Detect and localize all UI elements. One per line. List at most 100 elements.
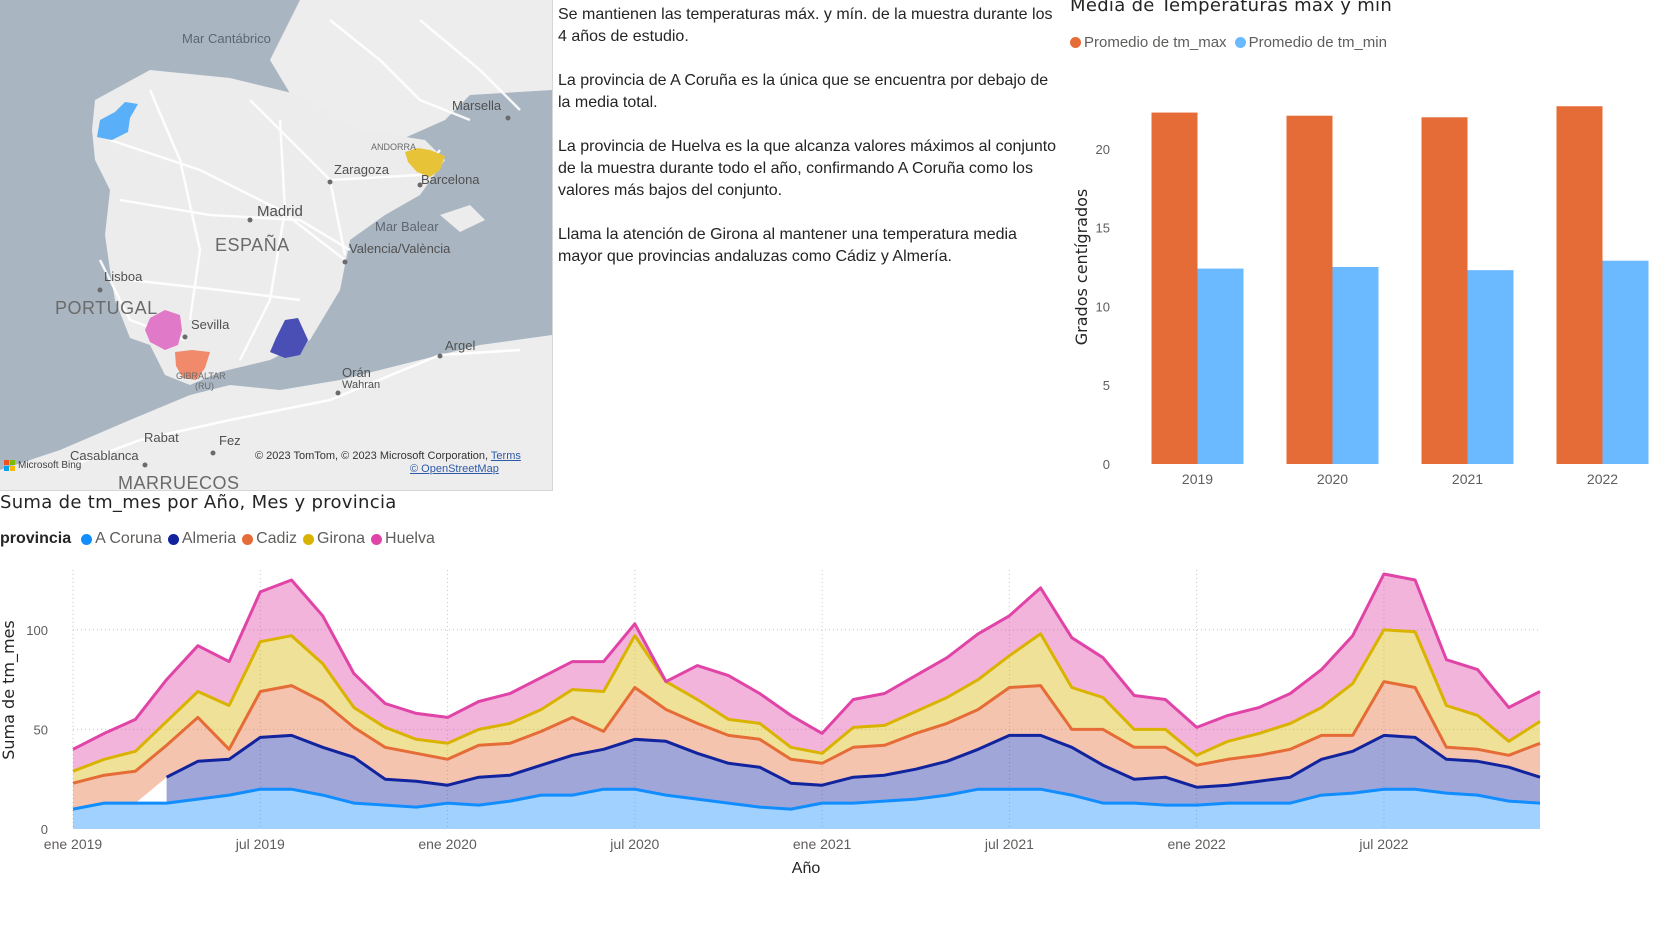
bar-promedio-de-tm_min-2022[interactable] <box>1602 260 1649 464</box>
area-chart-title: Suma de tm_mes por Año, Mes y provincia <box>0 492 397 513</box>
bar-promedio-de-tm_min-2021[interactable] <box>1467 270 1514 464</box>
legend-dot <box>167 533 179 545</box>
legend-dot <box>1070 37 1081 48</box>
legend-label: Huelva <box>385 530 435 547</box>
legend-item-a-coruna[interactable]: A Coruna <box>81 530 162 548</box>
map-label-madrid: Madrid <box>257 203 303 220</box>
map-label-gibraltar-ru: (RU) <box>195 381 214 391</box>
map-attribution: © 2023 TomTom, © 2023 Microsoft Corporat… <box>255 450 521 462</box>
map-label-sevilla: Sevilla <box>191 317 230 332</box>
bar-promedio-de-tm_min-2020[interactable] <box>1332 267 1379 464</box>
area-line-almeria[interactable] <box>165 733 1541 789</box>
legend-dot <box>1234 37 1246 48</box>
map-label-marsella: Marsella <box>452 98 502 113</box>
map-label-oran: Orán <box>342 365 371 380</box>
province-a-coruna <box>97 102 138 140</box>
narrative-textbox: Se mantienen las temperaturas máx. y mín… <box>558 4 1058 290</box>
map-label-zaragoza: Zaragoza <box>334 162 389 177</box>
y-axis-title: Grados centígrados <box>1072 189 1091 345</box>
map-label-rabat: Rabat <box>144 430 179 445</box>
y-tick-label: 100 <box>26 623 48 638</box>
bar-chart-legend: Promedio de tm_max Promedio de tm_min <box>1070 34 1387 51</box>
legend-label: A Coruna <box>95 530 162 547</box>
bing-logo: Microsoft Bing <box>4 460 81 471</box>
legend-item-tm-min[interactable]: Promedio de tm_min <box>1234 34 1387 51</box>
map-label-mar-cantabrico: Mar Cantábrico <box>182 31 271 46</box>
x-tick-label: ene 2022 <box>1167 836 1226 852</box>
map-osm-link[interactable]: © OpenStreetMap <box>410 463 499 475</box>
narrative-paragraph: Llama la atención de Girona al mantener … <box>558 226 1017 265</box>
legend-item-tm-max[interactable]: Promedio de tm_max <box>1070 34 1227 51</box>
province-huelva <box>145 310 182 350</box>
map-label-valencia: Valencia/València <box>349 241 451 256</box>
map-label-mar-balear: Mar Balear <box>375 219 439 234</box>
y-tick-label: 15 <box>1096 221 1110 236</box>
bar-promedio-de-tm_max-2020[interactable] <box>1286 115 1333 465</box>
province-almeria <box>270 318 308 358</box>
area-line-huelva[interactable] <box>72 572 1541 751</box>
y-tick-label: 50 <box>34 722 48 737</box>
area-line-girona[interactable] <box>72 628 1541 773</box>
bing-logo-text: Microsoft Bing <box>18 460 82 471</box>
x-tick-label: jul 2022 <box>1358 836 1408 852</box>
area-chart[interactable]: 0 50 100 ene 2019 jul 2019 ene 2020 jul 2020 en… <box>0 560 1560 936</box>
area-fill-huelva[interactable] <box>73 574 1540 772</box>
area-fill-a-coruna[interactable] <box>73 789 1540 829</box>
map-label-espana: ESPAÑA <box>215 235 290 255</box>
map-attribution-text: © 2023 TomTom, © 2023 Microsoft Corporat… <box>255 450 489 462</box>
legend-dot <box>371 533 383 545</box>
x-axis-title: Año <box>792 860 821 877</box>
legend-title: provincia <box>0 530 72 547</box>
y-tick-label: 5 <box>1103 378 1110 393</box>
legend-item-girona[interactable]: Girona <box>303 530 365 548</box>
map-label-barcelona: Barcelona <box>421 172 480 187</box>
area-fill-almeria[interactable] <box>166 735 1541 810</box>
map-visual[interactable]: Mar Cantábrico Marsella ANDORRA Zaragoza… <box>0 0 553 491</box>
bar-promedio-de-tm_max-2022[interactable] <box>1556 106 1603 465</box>
land-balearics <box>440 205 485 232</box>
map-label-argel: Argel <box>445 338 476 353</box>
area-chart-legend: provincia A Coruna Almeria Cadiz Girona … <box>0 530 435 548</box>
x-tick-label: ene 2021 <box>793 836 852 852</box>
bar-chart[interactable]: 0 5 10 15 20 Grados centígrados 2019 2020 2021 20… <box>1060 60 1664 500</box>
x-tick-label: 2021 <box>1452 471 1483 487</box>
x-tick-label: 2020 <box>1317 471 1348 487</box>
province-girona <box>405 148 445 177</box>
y-tick-label: 10 <box>1096 299 1110 314</box>
legend-label: Promedio de tm_min <box>1248 34 1387 51</box>
land-france <box>270 0 552 140</box>
map-label-gibraltar: GIBRALTAR <box>176 371 226 381</box>
legend-dot <box>242 533 254 545</box>
bar-promedio-de-tm_max-2021[interactable] <box>1421 117 1468 464</box>
bar-promedio-de-tm_max-2019[interactable] <box>1151 112 1198 464</box>
map-terms-link[interactable]: Terms <box>490 450 521 462</box>
area-line-cadiz[interactable] <box>72 680 1541 785</box>
legend-label: Almeria <box>181 530 237 547</box>
x-tick-label: jul 2019 <box>235 836 285 852</box>
map-label-portugal: PORTUGAL <box>55 298 158 318</box>
map-label-marruecos: MARRUECOS <box>118 473 240 491</box>
legend-item-almeria[interactable]: Almeria <box>167 530 237 548</box>
area-fill-cadiz[interactable] <box>73 681 1540 810</box>
area-line-a-coruna[interactable] <box>72 787 1541 811</box>
bar-promedio-de-tm_min-2019[interactable] <box>1197 268 1244 464</box>
area-fill-girona[interactable] <box>73 629 1540 784</box>
legend-item-cadiz[interactable]: Cadiz <box>242 530 297 548</box>
land-iberia <box>92 70 445 385</box>
y-tick-label: 20 <box>1096 142 1110 157</box>
map-label-casablanca: Casablanca <box>70 448 139 463</box>
narrative-paragraph: La provincia de Huelva es la que alcanza… <box>558 138 1057 199</box>
x-tick-label: 2022 <box>1587 471 1618 487</box>
map-label-fez: Fez <box>219 433 241 448</box>
legend-label: Girona <box>317 530 366 547</box>
x-tick-label: 2019 <box>1182 471 1213 487</box>
map-canvas[interactable] <box>0 0 552 490</box>
x-tick-label: ene 2020 <box>418 836 477 852</box>
microsoft-logo-icon <box>4 460 15 471</box>
legend-item-huelva[interactable]: Huelva <box>371 530 435 548</box>
land-north-africa <box>0 335 552 490</box>
legend-dot <box>81 533 93 545</box>
narrative-paragraph: La provincia de A Coruña es la única que… <box>558 72 1049 111</box>
narrative-paragraph: Se mantienen las temperaturas máx. y mín… <box>558 6 1053 45</box>
map-label-lisboa: Lisboa <box>104 269 143 284</box>
